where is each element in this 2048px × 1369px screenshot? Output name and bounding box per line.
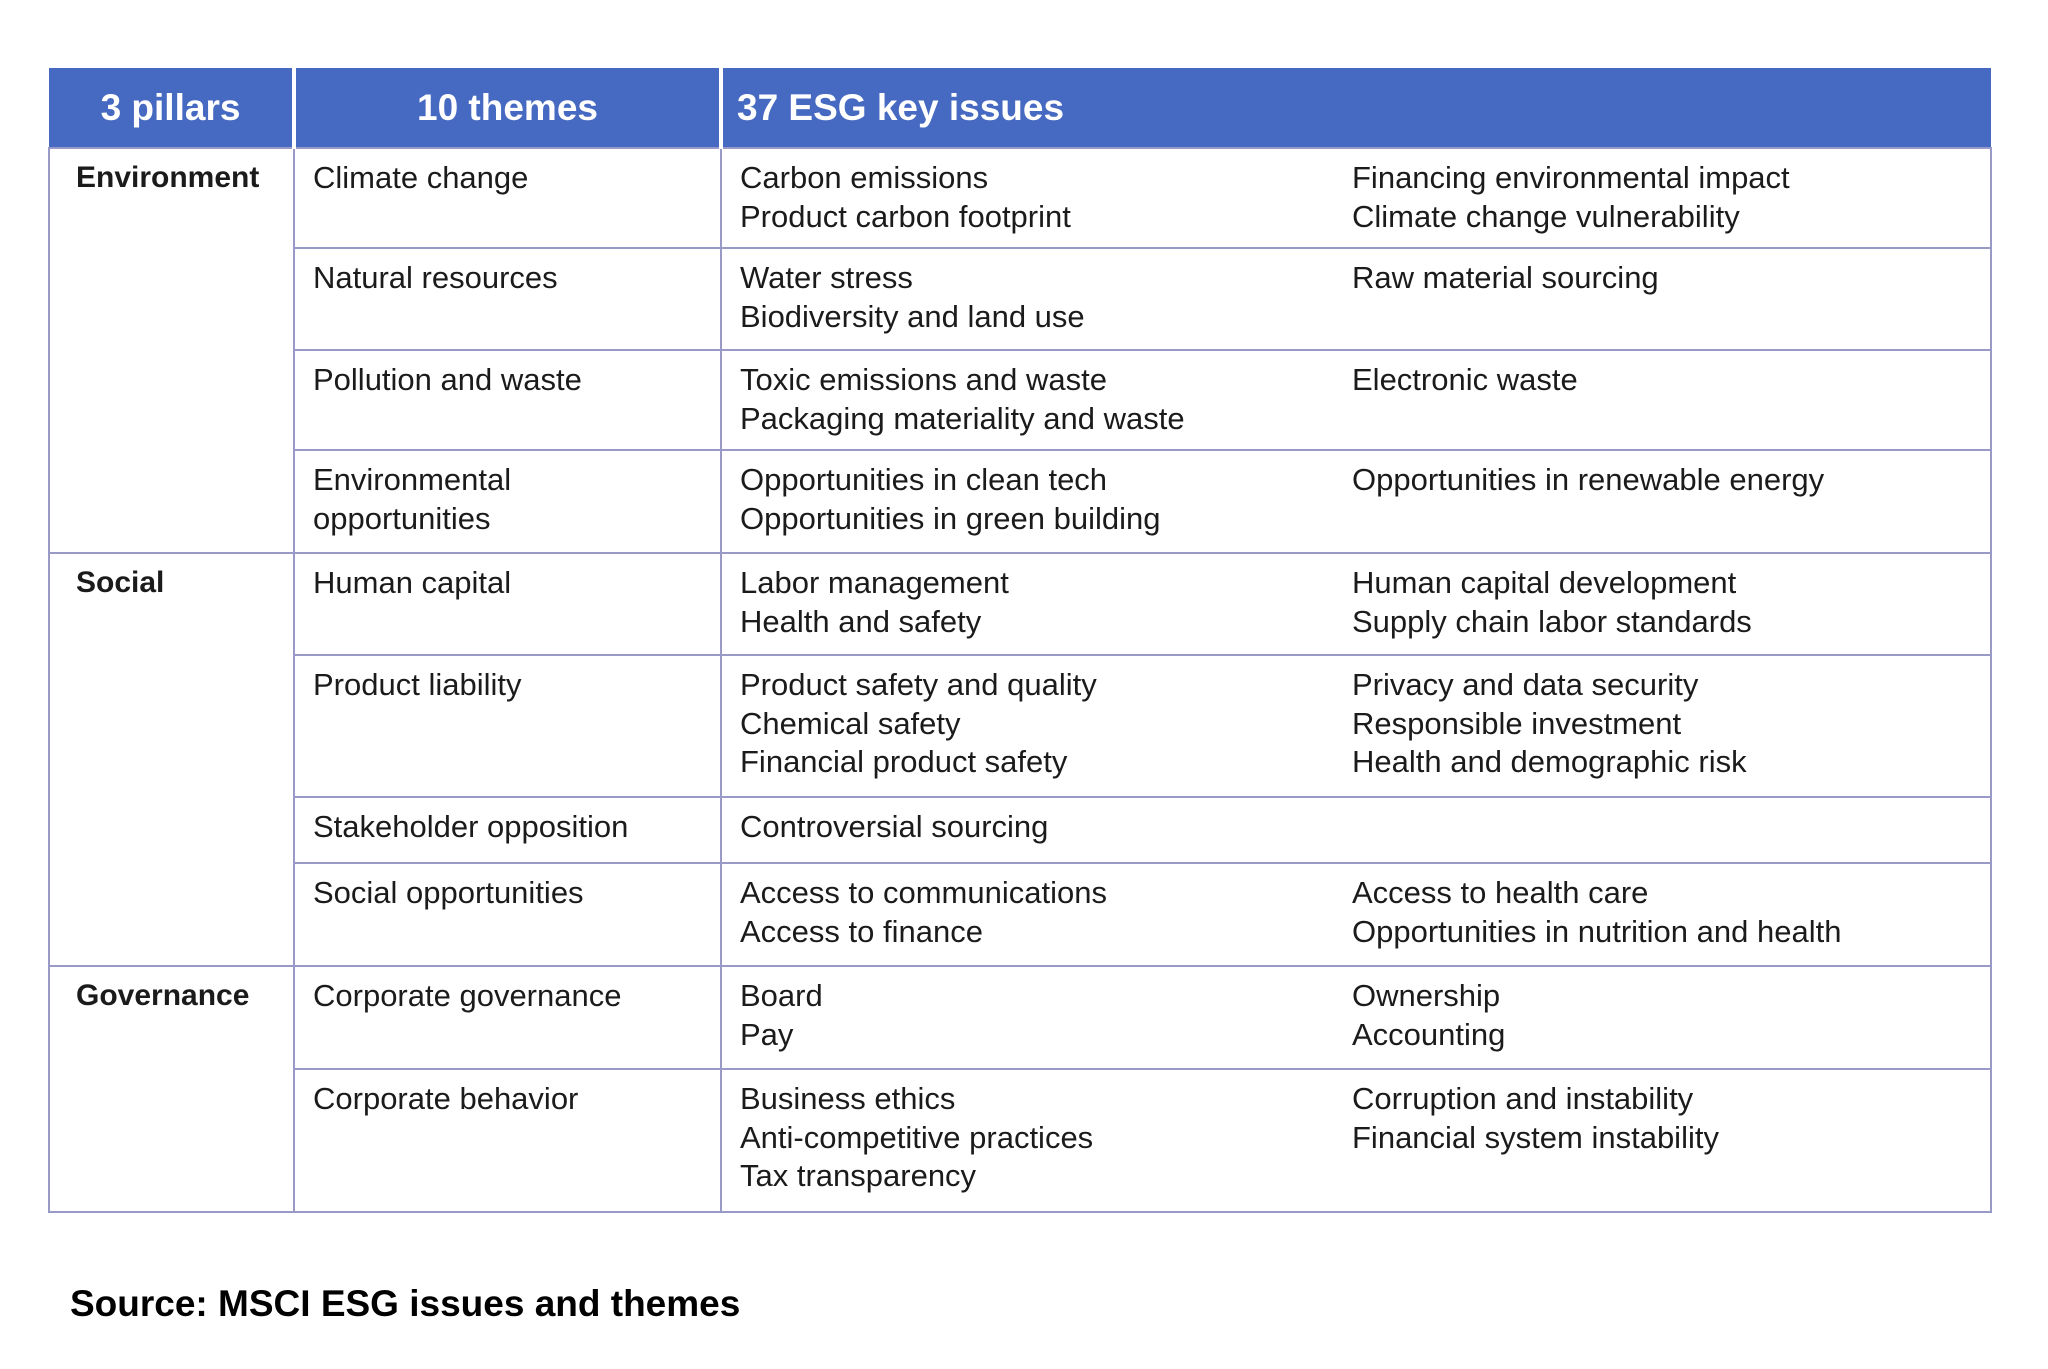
pillar-cell: Governance [48, 965, 295, 1213]
issue-item: Financing environmental impact [1352, 160, 1790, 195]
issue-item: Toxic emissions and waste [740, 362, 1107, 397]
issue-item: Controversial sourcing [740, 809, 1049, 844]
issue-item: Health and safety [740, 603, 982, 639]
issues-cell-right: Electronic waste [1350, 349, 1992, 451]
issues-cell-right: Opportunities in renewable energy [1350, 449, 1992, 554]
table-row: Natural resources Water stress Biodiversit… [49, 247, 1992, 351]
theme-label: Natural resources [313, 260, 558, 295]
theme-label: Corporate behavior [313, 1081, 579, 1116]
table-row: Product liability Product safety and qual… [49, 654, 1992, 798]
theme-label: opportunities [313, 500, 491, 536]
issues-cell-right: Human capital development Supply chain la… [1350, 552, 1992, 656]
issues-cell-left: Labor management Health and safety [720, 552, 1350, 656]
table-row: Governance Corporate governance Board Pay Ow… [48, 965, 1992, 1213]
theme-cell: Corporate behavior [293, 1068, 722, 1213]
table-row: Pollution and waste Toxic emissions and w… [49, 349, 1992, 451]
theme-label: Environmental [313, 462, 512, 497]
issue-item: Opportunities in nutrition and health [1352, 913, 1842, 949]
table-row: Environment Climate change Carbon emission… [48, 147, 1992, 554]
issue-item: Biodiversity and land use [740, 298, 1085, 334]
issue-item: Access to communications [740, 875, 1107, 910]
issues-cell-left: Business ethics Anti-competitive practice… [720, 1068, 1350, 1213]
issue-item: Raw material sourcing [1352, 260, 1659, 295]
issue-item: Carbon emissions [740, 160, 989, 195]
issue-item: Board [740, 978, 823, 1013]
issue-item: Privacy and data security [1352, 667, 1699, 702]
issue-item: Human capital development [1352, 565, 1737, 600]
issue-item: Responsible investment [1352, 705, 1682, 741]
theme-cell: Environmental opportunities [293, 449, 722, 554]
issue-item: Product carbon footprint [740, 198, 1071, 234]
theme-cell: Human capital [293, 552, 722, 656]
theme-cell: Climate change [293, 147, 722, 249]
issue-item: Health and demographic risk [1352, 744, 1747, 779]
theme-cell: Corporate governance [293, 965, 722, 1070]
issue-item: Chemical safety [740, 705, 961, 741]
issue-item: Accounting [1352, 1016, 1506, 1052]
table-row: Social Human capital Labor management Healt… [48, 552, 1992, 967]
theme-label: Human capital [313, 565, 512, 600]
theme-label: Corporate governance [313, 978, 622, 1013]
issue-item: Pay [740, 1016, 794, 1052]
header-pillars: 3 pillars [49, 68, 296, 148]
theme-label: Social opportunities [313, 875, 584, 910]
issue-item: Product safety and quality [740, 667, 1097, 702]
issue-item: Ownership [1352, 978, 1501, 1013]
issue-item: Financial product safety [740, 744, 1068, 779]
issue-item: Labor management [740, 565, 1009, 600]
issue-item: Opportunities in green building [740, 500, 1161, 536]
theme-label: Stakeholder opposition [313, 809, 629, 844]
issue-item: Climate change vulnerability [1352, 198, 1740, 234]
issues-cell-left: Opportunities in clean tech Opportunities… [720, 449, 1350, 554]
issue-item: Opportunities in clean tech [740, 462, 1108, 497]
issues-cell-right [1350, 796, 1992, 864]
issue-item: Packaging materiality and waste [740, 400, 1185, 436]
issues-cell-left: Water stress Biodiversity and land use [720, 247, 1350, 351]
issues-cell-right: Corruption and instability Financial syst… [1350, 1068, 1992, 1213]
header-themes: 10 themes [292, 68, 723, 148]
issue-item: Anti-competitive practices [740, 1119, 1094, 1155]
source-caption: Source: MSCI ESG issues and themes [70, 1283, 741, 1324]
issue-item: Supply chain labor standards [1352, 603, 1752, 639]
theme-cell: Social opportunities [293, 862, 722, 967]
issues-cell-right: Financing environmental impact Climate ch… [1350, 147, 1992, 249]
theme-label: Pollution and waste [313, 362, 582, 397]
issues-cell-left: Board Pay [720, 965, 1350, 1070]
issue-item: Access to health care [1352, 875, 1649, 910]
theme-cell: Natural resources [293, 247, 722, 351]
table-body: Environment Climate change Carbon emission… [48, 147, 1992, 1213]
header-issues: 37 ESG key issues [719, 68, 1991, 148]
issues-cell-right: Raw material sourcing [1350, 247, 1992, 351]
issue-item: Water stress [740, 260, 913, 295]
table-row: Social opportunities Access to communicat… [49, 862, 1992, 967]
theme-cell: Pollution and waste [293, 349, 722, 451]
issues-cell-left: Toxic emissions and waste Packaging mater… [720, 349, 1350, 451]
theme-label: Product liability [313, 667, 522, 702]
issues-cell-left: Controversial sourcing [720, 796, 1350, 864]
table-row: Environmental opportunities Opportunities … [49, 449, 1992, 554]
table-header: 3 pillars 10 themes 37 ESG key issues [49, 68, 1991, 148]
issue-item: Tax transparency [740, 1158, 977, 1193]
issues-cell-right: Ownership Accounting [1350, 965, 1992, 1070]
issues-cell-left: Access to communications Access to financ… [720, 862, 1350, 967]
issue-item: Corruption and instability [1352, 1081, 1694, 1116]
table-row: Stakeholder opposition Controversial sour… [49, 796, 1992, 864]
header-row: 3 pillars 10 themes 37 ESG key issues [49, 68, 1991, 148]
theme-cell: Stakeholder opposition [293, 796, 722, 864]
issues-cell-left: Product safety and quality Chemical safet… [720, 654, 1350, 798]
issues-cell-right: Access to health care Opportunities in nu… [1350, 862, 1992, 967]
issues-cell-right: Privacy and data security Responsible inv… [1350, 654, 1992, 798]
issue-item: Access to finance [740, 913, 983, 949]
pillar-cell: Social [48, 552, 295, 967]
pillar-cell: Environment [48, 147, 295, 554]
theme-label: Climate change [313, 160, 529, 195]
issue-item: Financial system instability [1352, 1119, 1719, 1155]
issues-cell-left: Carbon emissions Product carbon footprint [720, 147, 1350, 249]
issue-item: Business ethics [740, 1081, 956, 1116]
table-row: Corporate behavior Business ethics Anti-co… [49, 1068, 1992, 1213]
esg-issues-table: 3 pillars 10 themes 37 ESG key issues En… [48, 68, 1992, 1213]
issue-item: Opportunities in renewable energy [1352, 462, 1825, 497]
theme-cell: Product liability [293, 654, 722, 798]
issue-item: Electronic waste [1352, 362, 1578, 397]
